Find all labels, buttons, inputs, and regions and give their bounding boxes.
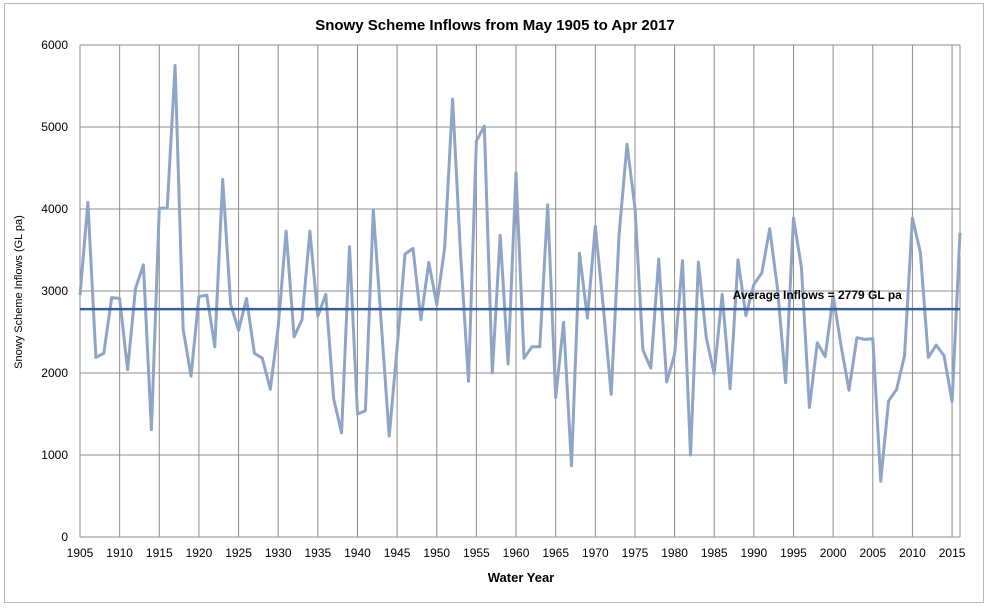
x-tick-label: 1970	[582, 546, 609, 560]
x-tick-label: 1940	[344, 546, 371, 560]
x-axis-ticks: 1905 1910 1915 1920 1925 1930 1935 1940 1945 1950…	[67, 546, 966, 560]
x-tick-label: 1935	[304, 546, 331, 560]
y-tick-label: 3000	[41, 284, 68, 298]
x-tick-label: 1965	[542, 546, 569, 560]
x-tick-label: 1945	[384, 546, 411, 560]
y-tick-label: 2000	[41, 366, 68, 380]
x-tick-label: 1930	[265, 546, 292, 560]
x-tick-label: 2005	[859, 546, 886, 560]
average-label: Average Inflows = 2779 GL pa	[733, 288, 902, 302]
y-tick-label: 0	[61, 530, 68, 544]
x-tick-label: 1955	[463, 546, 490, 560]
x-tick-label: 1925	[225, 546, 252, 560]
x-tick-label: 1910	[106, 546, 133, 560]
inflow-series-line	[78, 64, 962, 483]
x-tick-label: 1980	[661, 546, 688, 560]
y-axis-ticks: 0 1000 2000 3000 4000 5000 6000	[41, 38, 68, 544]
y-axis-label: Snowy Scheme Inflows (GL pa)	[13, 215, 25, 369]
x-tick-label: 1915	[146, 546, 173, 560]
y-tick-label: 5000	[41, 120, 68, 134]
y-tick-label: 6000	[41, 38, 68, 52]
x-tick-label: 2015	[939, 546, 966, 560]
y-tick-label: 1000	[41, 448, 68, 462]
x-tick-label: 2010	[899, 546, 926, 560]
x-tick-label: 1985	[701, 546, 728, 560]
chart-frame	[4, 3, 984, 603]
x-tick-label: 1905	[67, 546, 94, 560]
chart-title: Snowy Scheme Inflows from May 1905 to Ap…	[315, 17, 675, 34]
y-tick-label: 4000	[41, 202, 68, 216]
grid	[79, 44, 961, 538]
x-tick-label: 2000	[820, 546, 847, 560]
x-axis-label: Water Year	[488, 570, 555, 585]
x-tick-label: 1975	[622, 546, 649, 560]
x-tick-label: 1990	[741, 546, 768, 560]
x-tick-label: 1995	[780, 546, 807, 560]
x-tick-label: 1960	[503, 546, 530, 560]
x-tick-label: 1920	[186, 546, 213, 560]
x-tick-label: 1950	[423, 546, 450, 560]
